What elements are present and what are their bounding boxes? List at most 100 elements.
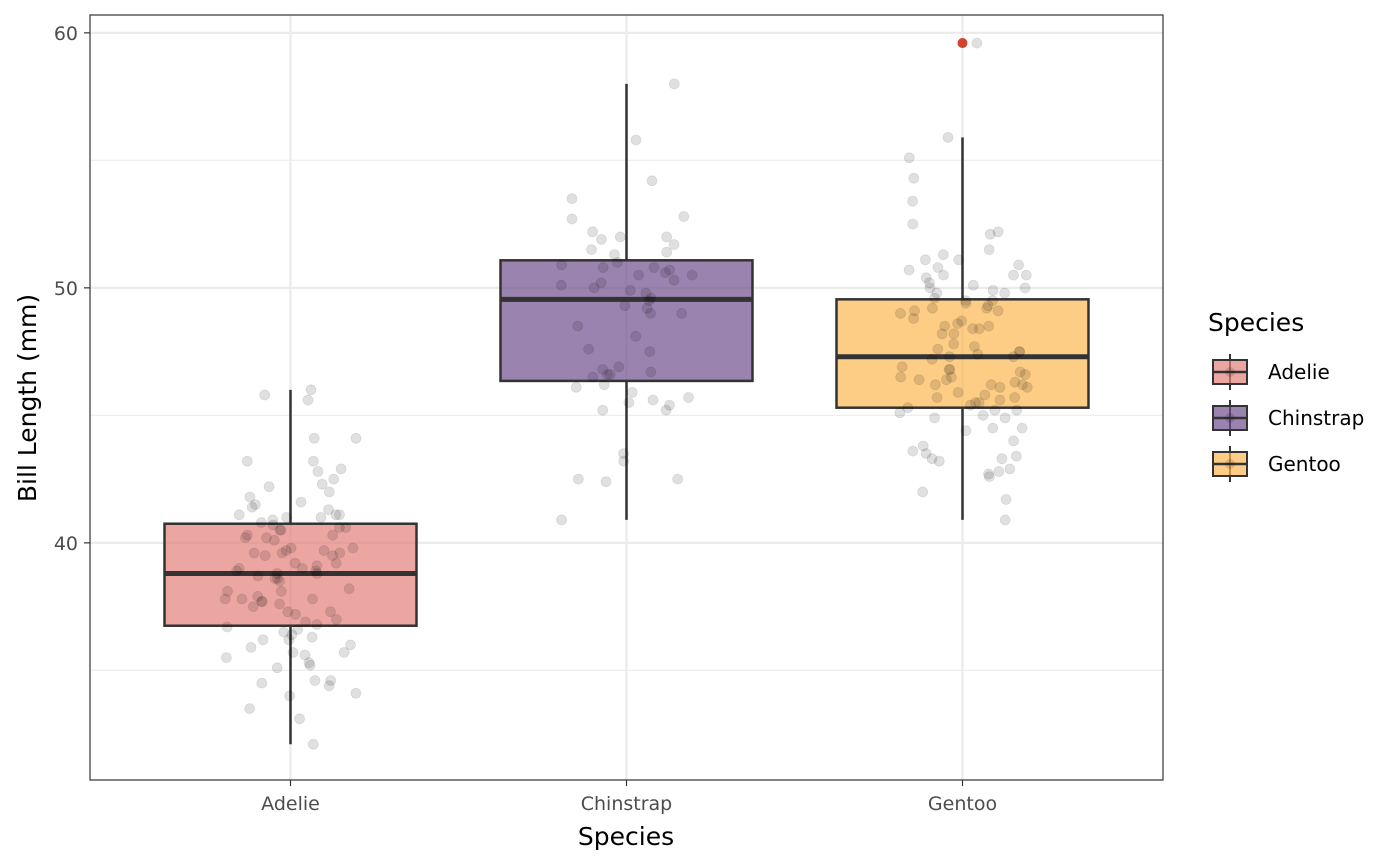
data-point (587, 371, 599, 383)
data-point (659, 267, 671, 279)
data-point (236, 593, 248, 605)
data-point (664, 399, 675, 411)
data-point (683, 392, 694, 403)
data-point (304, 659, 316, 671)
data-point (1014, 346, 1026, 358)
data-point (602, 369, 613, 380)
data-point (296, 563, 308, 574)
data-point (267, 519, 279, 531)
jitter-points-layer (219, 37, 1033, 750)
data-point (969, 341, 980, 352)
data-point (894, 407, 906, 419)
data-point (1020, 269, 1032, 281)
data-point (941, 374, 952, 386)
data-point (952, 386, 964, 398)
data-point (930, 379, 941, 391)
data-point (334, 547, 346, 559)
data-point (614, 231, 626, 243)
data-point (323, 504, 334, 516)
data-point (1019, 282, 1031, 294)
data-point (929, 292, 940, 304)
data-point (999, 412, 1011, 424)
data-point (987, 422, 999, 434)
data-point (944, 351, 955, 363)
data-point (960, 425, 972, 437)
data-point (566, 213, 578, 225)
data-point (626, 386, 638, 398)
data-point (909, 305, 920, 317)
data-point (241, 455, 253, 467)
data-point (668, 274, 680, 286)
data-point (967, 323, 979, 335)
data-point (274, 524, 286, 536)
data-point (920, 272, 932, 284)
data-point (902, 402, 914, 414)
data-point (221, 621, 233, 633)
legend-title: Species (1208, 308, 1304, 337)
data-point (924, 277, 935, 289)
data-point (338, 647, 350, 658)
data-point (965, 399, 976, 411)
data-point (623, 397, 635, 409)
data-point (325, 675, 337, 686)
data-point (287, 647, 299, 658)
data-point (345, 639, 356, 651)
data-point (281, 512, 293, 523)
data-point (311, 568, 323, 579)
data-point (977, 409, 989, 421)
data-point (328, 473, 340, 485)
data-point (316, 478, 328, 490)
data-point (233, 509, 245, 521)
data-point (573, 473, 584, 485)
data-point (274, 598, 286, 610)
data-point (944, 364, 956, 375)
data-point (686, 269, 698, 281)
data-point (271, 568, 283, 579)
data-point (256, 596, 267, 607)
data-point (343, 583, 355, 595)
data-point (303, 657, 315, 669)
data-point (600, 476, 612, 488)
data-point (327, 550, 339, 561)
data-point (325, 606, 336, 618)
data-point (648, 262, 660, 273)
data-point (231, 565, 243, 577)
data-point (992, 226, 1004, 238)
data-point (967, 279, 979, 291)
data-point (271, 662, 283, 674)
data-point (907, 195, 918, 207)
outlier-point (957, 38, 968, 49)
data-point (286, 629, 298, 641)
data-point (960, 295, 972, 307)
data-point (327, 529, 339, 541)
data-point (256, 596, 268, 607)
data-point (334, 509, 345, 521)
data-point (903, 152, 915, 164)
data-point (323, 680, 335, 692)
data-point (970, 397, 981, 409)
data-point (643, 295, 655, 307)
data-point (259, 550, 271, 561)
data-point (948, 338, 960, 350)
data-point (219, 593, 231, 605)
data-point (920, 254, 931, 266)
data-point (987, 284, 999, 296)
data-point (996, 453, 1008, 465)
data-point (619, 300, 631, 312)
data-point (611, 256, 623, 268)
data-point (244, 703, 256, 714)
data-point (347, 542, 359, 554)
data-point (609, 249, 620, 261)
data-point (1000, 494, 1012, 505)
data-point (295, 496, 307, 508)
data-point (256, 677, 268, 689)
data-point (330, 557, 342, 569)
data-point (994, 381, 1006, 393)
data-point (982, 300, 994, 312)
data-point (583, 343, 594, 355)
data-point (973, 397, 985, 409)
data-point (597, 364, 609, 375)
legend-label: Chinstrap (1268, 406, 1364, 430)
data-point (971, 37, 983, 49)
legend-label: Gentoo (1268, 452, 1341, 476)
